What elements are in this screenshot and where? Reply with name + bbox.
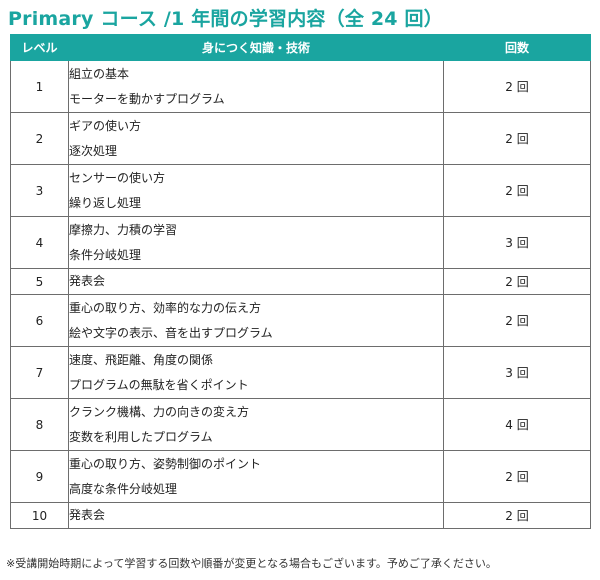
level-cell: 3 xyxy=(10,164,69,217)
count-cell: 2 回 xyxy=(443,502,591,529)
skill-line: 絵や文字の表示、音を出すプログラム xyxy=(69,325,273,340)
skill-line: プログラムの無駄を省くポイント xyxy=(69,377,249,392)
skill-line: 摩擦力、力積の学習 xyxy=(69,222,178,237)
table-row: 2 ギアの使い方 逐次処理 2 回 xyxy=(10,112,591,165)
count-cell: 4 回 xyxy=(443,398,591,451)
table-row: 4 摩擦力、力積の学習 条件分岐処理 3 回 xyxy=(10,216,591,269)
level-cell: 9 xyxy=(10,450,69,503)
count-cell: 2 回 xyxy=(443,60,591,113)
count-cell: 2 回 xyxy=(443,294,591,347)
skills-cell: クランク機構、力の向きの変え方 変数を利用したプログラム xyxy=(68,398,444,451)
skill-line: 繰り返し処理 xyxy=(69,195,142,210)
level-cell: 1 xyxy=(10,60,69,113)
skill-line: モーターを動かすプログラム xyxy=(69,91,225,106)
skills-cell: ギアの使い方 逐次処理 xyxy=(68,112,444,165)
skill-line: クランク機構、力の向きの変え方 xyxy=(69,404,250,419)
skills-cell: センサーの使い方 繰り返し処理 xyxy=(68,164,444,217)
level-cell: 7 xyxy=(10,346,69,399)
table-row: 10 発表会 2 回 xyxy=(10,502,591,529)
skill-line: ギアの使い方 xyxy=(69,118,142,133)
skills-cell: 摩擦力、力積の学習 条件分岐処理 xyxy=(68,216,444,269)
level-cell: 2 xyxy=(10,112,69,165)
header-skills: 身につく知識・技術 xyxy=(68,34,444,61)
skill-line: 逐次処理 xyxy=(69,143,118,158)
count-cell: 3 回 xyxy=(443,216,591,269)
level-cell: 10 xyxy=(10,502,69,529)
level-cell: 4 xyxy=(10,216,69,269)
level-cell: 5 xyxy=(10,268,69,295)
skill-line: 発表会 xyxy=(69,508,106,522)
table-header-row: レベル 身につく知識・技術 回数 xyxy=(10,34,591,61)
skill-line: 重心の取り方、姿勢制御のポイント xyxy=(69,456,262,471)
count-cell: 2 回 xyxy=(443,164,591,217)
table-row: 9 重心の取り方、姿勢制御のポイント 高度な条件分岐処理 2 回 xyxy=(10,450,591,503)
table-row: 6 重心の取り方、効率的な力の伝え方 絵や文字の表示、音を出すプログラム 2 回 xyxy=(10,294,591,347)
level-cell: 8 xyxy=(10,398,69,451)
count-cell: 2 回 xyxy=(443,112,591,165)
page-title: Primary コース /1 年間の学習内容（全 24 回） xyxy=(8,8,443,30)
footnote: ※受講開始時期によって学習する回数や順番が変更となる場合もございます。予めご了承… xyxy=(6,557,497,570)
skill-line: センサーの使い方 xyxy=(69,170,166,185)
count-cell: 2 回 xyxy=(443,450,591,503)
skill-line: 組立の基本 xyxy=(69,66,130,81)
skill-line: 速度、飛距離、角度の関係 xyxy=(69,352,214,367)
level-cell: 6 xyxy=(10,294,69,347)
skills-cell: 重心の取り方、姿勢制御のポイント 高度な条件分岐処理 xyxy=(68,450,444,503)
table-row: 7 速度、飛距離、角度の関係 プログラムの無駄を省くポイント 3 回 xyxy=(10,346,591,399)
skills-cell: 重心の取り方、効率的な力の伝え方 絵や文字の表示、音を出すプログラム xyxy=(68,294,444,347)
table-row: 1 組立の基本 モーターを動かすプログラム 2 回 xyxy=(10,60,591,113)
skills-cell: 発表会 xyxy=(68,268,444,295)
skills-cell: 発表会 xyxy=(68,502,444,529)
table-row: 8 クランク機構、力の向きの変え方 変数を利用したプログラム 4 回 xyxy=(10,398,591,451)
skill-line: 発表会 xyxy=(69,274,106,288)
skills-cell: 組立の基本モーターを動かすプログラム xyxy=(68,60,444,113)
skill-line: 重心の取り方、効率的な力の伝え方 xyxy=(69,300,262,315)
skill-line: 条件分岐処理 xyxy=(69,247,142,262)
count-cell: 2 回 xyxy=(443,268,591,295)
skill-line: 変数を利用したプログラム xyxy=(69,429,213,444)
table-body: 1 組立の基本 モーターを動かすプログラム 2 回 2 ギアの使い方 逐次処理 2 回 3 センサ… xyxy=(10,60,591,529)
table-row: 3 センサーの使い方 繰り返し処理 2 回 xyxy=(10,164,591,217)
skill-line: 高度な条件分岐処理 xyxy=(69,481,178,496)
header-level: レベル xyxy=(10,34,69,61)
count-cell: 3 回 xyxy=(443,346,591,399)
skills-cell: 速度、飛距離、角度の関係プログラムの無駄を省くポイント xyxy=(68,346,444,399)
table-row: 5 発表会 2 回 xyxy=(10,268,591,295)
header-count: 回数 xyxy=(443,34,591,61)
